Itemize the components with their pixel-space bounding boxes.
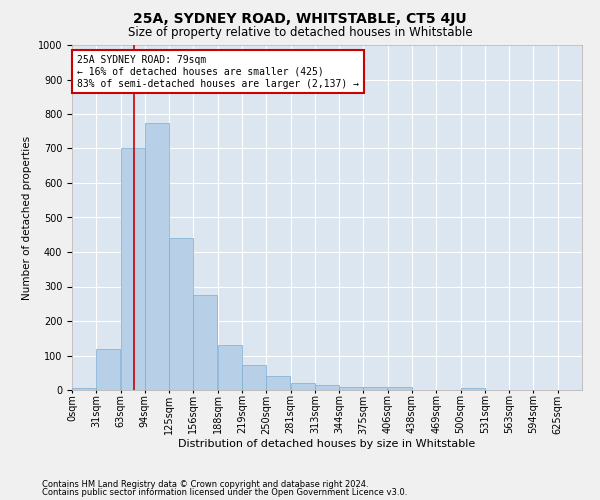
Bar <box>339 386 363 390</box>
Bar <box>461 388 485 390</box>
Bar <box>121 148 145 390</box>
Bar <box>388 386 412 390</box>
Bar <box>96 348 121 390</box>
Bar <box>72 388 96 390</box>
X-axis label: Distribution of detached houses by size in Whitstable: Distribution of detached houses by size … <box>178 439 476 449</box>
Bar <box>364 386 388 390</box>
Bar <box>145 122 169 390</box>
Text: Contains HM Land Registry data © Crown copyright and database right 2024.: Contains HM Land Registry data © Crown c… <box>42 480 368 489</box>
Text: Size of property relative to detached houses in Whitstable: Size of property relative to detached ho… <box>128 26 472 39</box>
Bar <box>266 376 290 390</box>
Bar <box>169 238 193 390</box>
Text: 25A SYDNEY ROAD: 79sqm
← 16% of detached houses are smaller (425)
83% of semi-de: 25A SYDNEY ROAD: 79sqm ← 16% of detached… <box>77 56 359 88</box>
Text: 25A, SYDNEY ROAD, WHITSTABLE, CT5 4JU: 25A, SYDNEY ROAD, WHITSTABLE, CT5 4JU <box>133 12 467 26</box>
Bar <box>315 385 339 390</box>
Text: Contains public sector information licensed under the Open Government Licence v3: Contains public sector information licen… <box>42 488 407 497</box>
Bar <box>290 383 314 390</box>
Bar <box>193 295 217 390</box>
Bar <box>242 365 266 390</box>
Bar <box>218 345 242 390</box>
Y-axis label: Number of detached properties: Number of detached properties <box>22 136 32 300</box>
